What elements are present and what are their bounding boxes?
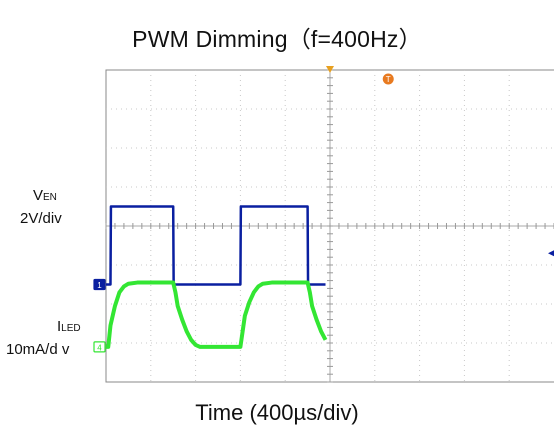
iled-scale-label: 10mA/d v <box>6 341 70 358</box>
ven-label-main: V <box>33 187 44 204</box>
x-axis-label: Time (400µs/div) <box>195 400 359 425</box>
series-line-ven <box>106 205 326 286</box>
ven-scale-label: 2V/div <box>20 210 62 227</box>
trigger-badge-label: T <box>386 75 391 84</box>
ven-label-sub: EN <box>43 192 57 203</box>
series-line-iled <box>106 280 328 349</box>
channel-marker-label-iled: 4 <box>97 343 102 352</box>
channel-marker-iled <box>93 341 106 353</box>
channel-marker-ven <box>93 278 106 291</box>
chart-title: PWM Dimming（f=400Hz） <box>132 26 422 52</box>
iled-label-main: I <box>57 318 62 335</box>
ven-channel-label: VEN <box>33 187 57 204</box>
trigger-badge <box>382 73 394 85</box>
trigger-level-arrow <box>548 250 554 257</box>
iled-channel-label: ILED <box>57 318 81 335</box>
channel-marker-label-ven: 1 <box>97 281 102 290</box>
iled-label-sub: LED <box>61 323 81 334</box>
trigger-position-marker <box>326 66 334 73</box>
